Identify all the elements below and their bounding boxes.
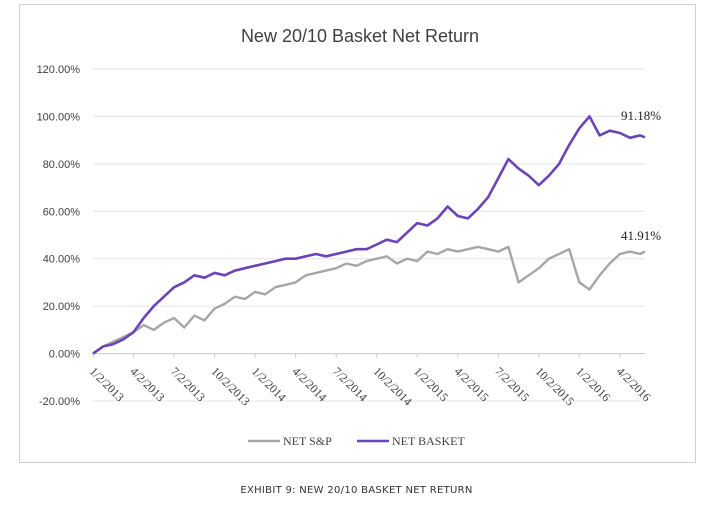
figure-caption: EXHIBIT 9: NEW 20/10 BASKET NET RETURN <box>240 485 473 496</box>
y-tick-label: -20.00% <box>39 396 80 408</box>
end-label-net-basket: 91.18% <box>621 108 661 123</box>
x-tick-label: 10/2/2014 <box>371 364 415 408</box>
x-tick-label: 1/2/2016 <box>573 364 613 404</box>
legend-label: NET BASKET <box>392 434 465 448</box>
y-tick-label: 0.00% <box>49 349 80 361</box>
x-tick-label: 4/2/2014 <box>290 364 330 404</box>
x-axis-ticks: 1/2/2013 4/2/2013 7/2/2013 10/2/20131/2/201… <box>87 353 654 409</box>
end-label-net-sp: 41.91% <box>621 228 661 243</box>
y-tick-label: 120.00% <box>37 64 81 76</box>
y-tick-label: 60.00% <box>43 206 81 218</box>
y-tick-label: 80.00% <box>43 159 81 171</box>
x-tick-label: 7/2/2015 <box>492 364 532 404</box>
y-axis-ticks: -20.00% 0.00% 20.00% 40.00% 60.00% 80.00% 100.… <box>37 64 81 408</box>
series-line-net-sp <box>92 245 646 355</box>
x-tick-label: 4/2/2016 <box>614 364 654 404</box>
y-tick-label: 100.00% <box>37 111 81 123</box>
legend: NET S&P NET BASKET <box>248 434 465 448</box>
x-tick-label: 7/2/2014 <box>330 364 370 404</box>
legend-label: NET S&P <box>283 434 332 448</box>
x-tick-label: 10/2/2015 <box>533 364 577 408</box>
x-tick-label: 1/2/2014 <box>249 364 289 404</box>
y-tick-label: 20.00% <box>43 301 81 313</box>
chart-frame <box>19 4 696 463</box>
chart-title: New 20/10 Basket Net Return <box>241 26 479 46</box>
x-tick-label: 7/2/2013 <box>168 364 208 404</box>
x-tick-label: 1/2/2015 <box>411 364 451 404</box>
x-tick-label: 4/2/2013 <box>127 364 167 404</box>
series-line-net-basket <box>92 115 646 355</box>
x-tick-label: 4/2/2015 <box>452 364 492 404</box>
series-lines <box>92 115 646 355</box>
y-tick-label: 40.00% <box>43 254 81 266</box>
x-tick-label: 10/2/2013 <box>208 364 252 408</box>
y-axis-gridlines <box>93 68 645 402</box>
x-tick-label: 1/2/2013 <box>87 364 127 404</box>
